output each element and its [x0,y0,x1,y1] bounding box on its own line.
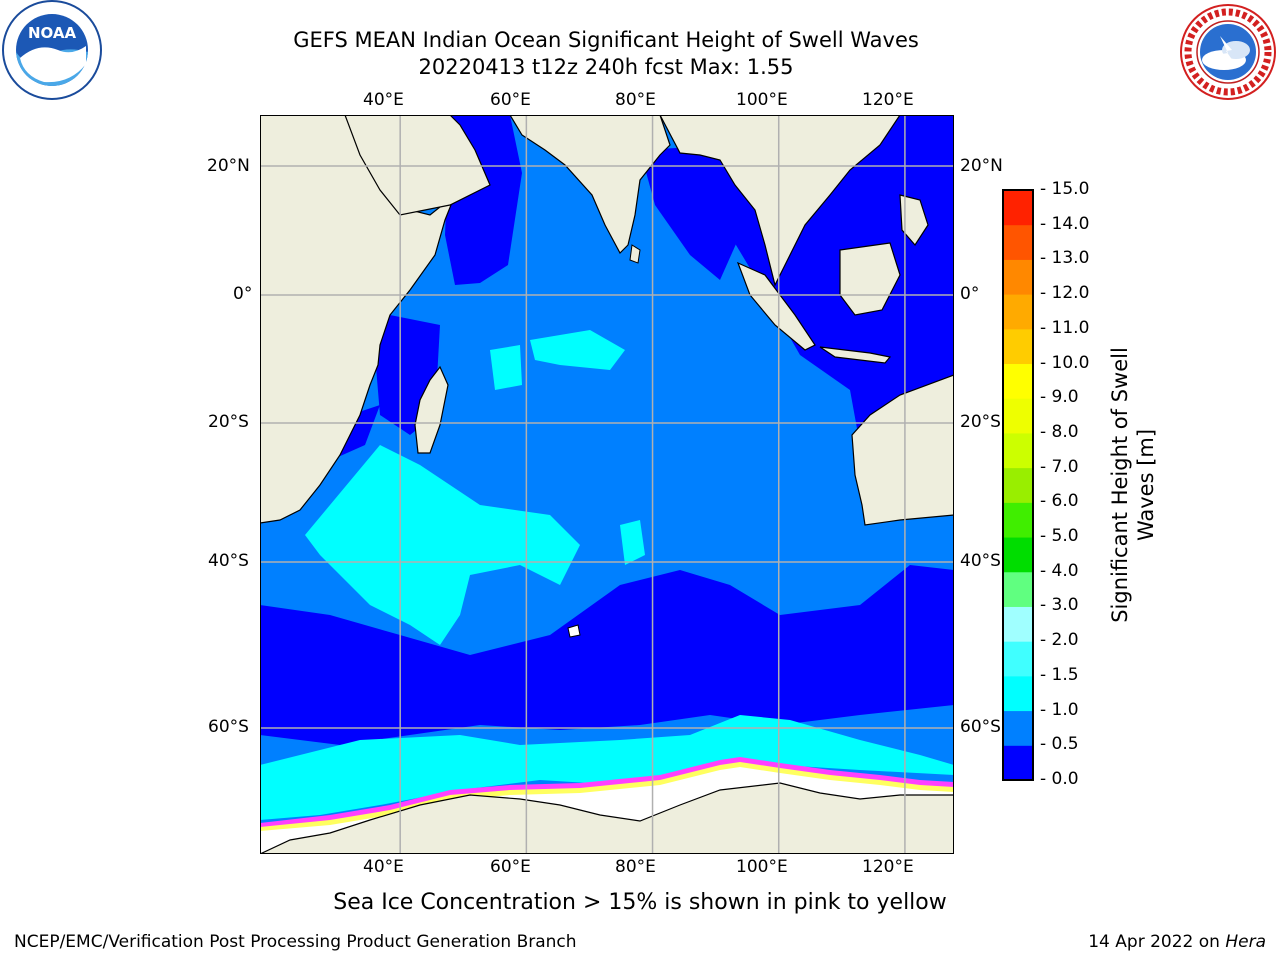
bay-of-bengal-low-swell [640,145,740,280]
sumatra-land [736,261,816,351]
noaa-logo-text: NOAA [28,24,77,42]
chart-subtitle: 20220413 t12z 240h fcst Max: 1.55 [418,55,794,79]
colorbar-cell-1.0 [1003,675,1033,712]
lon-label-bottom-100e: 100°E [736,857,788,877]
colorbar-tick-label: - 10.0 [1040,352,1090,373]
colorbar-tick-label: - 12.0 [1040,283,1090,304]
swell-patch-central-small [490,345,522,390]
colorbar-tick-label: - 6.0 [1040,491,1079,512]
colorbar-tick-label: - 3.0 [1040,595,1079,616]
lon-label-bottom-60e: 60°E [490,857,531,877]
colorbar-cell-7.0 [1003,432,1033,469]
colorbar-cell-13.0 [1003,224,1033,260]
lat-label-right-60s: 60°S [960,717,1001,737]
lat-label-right-20s: 20°S [960,412,1001,432]
footer-right: 14 Apr 2022 on Hera [1088,932,1266,952]
southern-ocean-swell-band [260,715,954,820]
swell-patch-mid [620,520,645,565]
colorbar-tick-label: - 9.0 [1040,387,1079,408]
colorbar-tick-label: - 8.0 [1040,421,1079,442]
lat-label-right-0: 0° [960,284,980,304]
colorbar-cell-1.5 [1003,641,1033,677]
colorbar-tick-label: - 15.0 [1040,179,1090,199]
colorbar-cell-6.0 [1003,467,1033,503]
colorbar-cell-8.0 [1003,398,1033,434]
colorbar-tick-label: - 1.5 [1040,664,1079,685]
map-gridlines [260,115,954,854]
colorbar-tick-label: - 0.5 [1040,734,1079,755]
java-land [819,346,892,364]
footer-date: 14 Apr 2022 on [1088,932,1226,952]
lon-label-top-120e: 120°E [862,90,914,110]
lat-label-left-0: 0° [233,284,253,304]
colorbar-cell-12.0 [1003,259,1033,295]
colorbar-cell-2.0 [1003,606,1033,642]
swell-height-map [260,115,954,854]
colorbar-tick-label: - 0.0 [1040,769,1079,789]
madagascar-land [414,365,449,454]
philippines-land [899,194,929,246]
india-land [509,115,671,254]
lat-label-left-40s: 40°S [208,551,249,571]
lon-label-bottom-40e: 40°E [363,857,404,877]
colorbar-tick-label: - 1.0 [1040,699,1079,720]
noaa-logo-icon: NOAA [2,0,102,100]
footer-host: Hera [1225,932,1266,952]
lon-label-bottom-120e: 120°E [862,857,914,877]
colorbar-tick-label: - 4.0 [1040,560,1079,581]
colorbar-tick-label: - 13.0 [1040,248,1090,269]
lon-label-top-100e: 100°E [736,90,788,110]
colorbar-cell-14.0 [1003,190,1033,226]
antarctica-land [260,782,954,854]
colorbar-frame [1002,189,1034,781]
southeast-asia-land [659,115,901,287]
colorbar-cell-10.0 [1003,328,1033,365]
colorbar-label-line2: Waves [m] [1134,428,1158,542]
colorbar-tick-label: - 14.0 [1040,213,1090,234]
colorbar-label: Significant Height of Swell Waves [m] [1104,295,1162,675]
sri-lanka-land [629,244,641,264]
colorbar-cell-0.0 [1003,745,1033,781]
colorbar-cell-9.0 [1003,363,1033,399]
lat-label-right-20n: 20°N [960,156,1003,176]
sea-ice-note: Sea Ice Concentration > 15% is shown in … [333,890,947,915]
swell-patch-southwest [305,445,580,645]
low-swell-patch [630,575,800,655]
lon-label-bottom-80e: 80°E [615,857,656,877]
nws-logo-icon [1180,4,1276,100]
kerguelen-island [567,624,581,638]
colorbar-tick-label: - 7.0 [1040,456,1079,477]
lat-label-left-20n: 20°N [207,156,250,176]
colorbar-cell-4.0 [1003,537,1033,573]
australia-land [851,374,954,526]
chart-title: GEFS MEAN Indian Ocean Significant Heigh… [293,28,919,52]
colorbar [1002,189,1034,781]
lon-label-top-80e: 80°E [615,90,656,110]
colorbar-cell-5.0 [1003,502,1033,538]
lat-label-left-20s: 20°S [208,412,249,432]
footer-left: NCEP/EMC/Verification Post Processing Pr… [14,932,577,952]
colorbar-tick-label: - 11.0 [1040,317,1090,338]
colorbar-ticks: - 0.0 - 0.5 - 1.0 - 1.5 - 2.0 - 3.0 - 4.0 - 5.0… [1040,0,1100,960]
colorbar-cell-0.5 [1003,710,1033,746]
lat-label-left-60s: 60°S [208,717,249,737]
arabia-land [344,115,491,216]
colorbar-tick-label: - 5.0 [1040,526,1079,547]
lon-label-top-60e: 60°E [490,90,531,110]
colorbar-label-line1: Significant Height of Swell [1108,347,1132,623]
lon-label-top-40e: 40°E [363,90,404,110]
swell-patch-central [530,330,625,370]
colorbar-cell-11.0 [1003,294,1033,330]
colorbar-tick-label: - 2.0 [1040,630,1079,651]
colorbar-cell-3.0 [1003,571,1033,607]
lat-label-right-40s: 40°S [960,551,1001,571]
southern-band-low-swell [260,565,954,745]
